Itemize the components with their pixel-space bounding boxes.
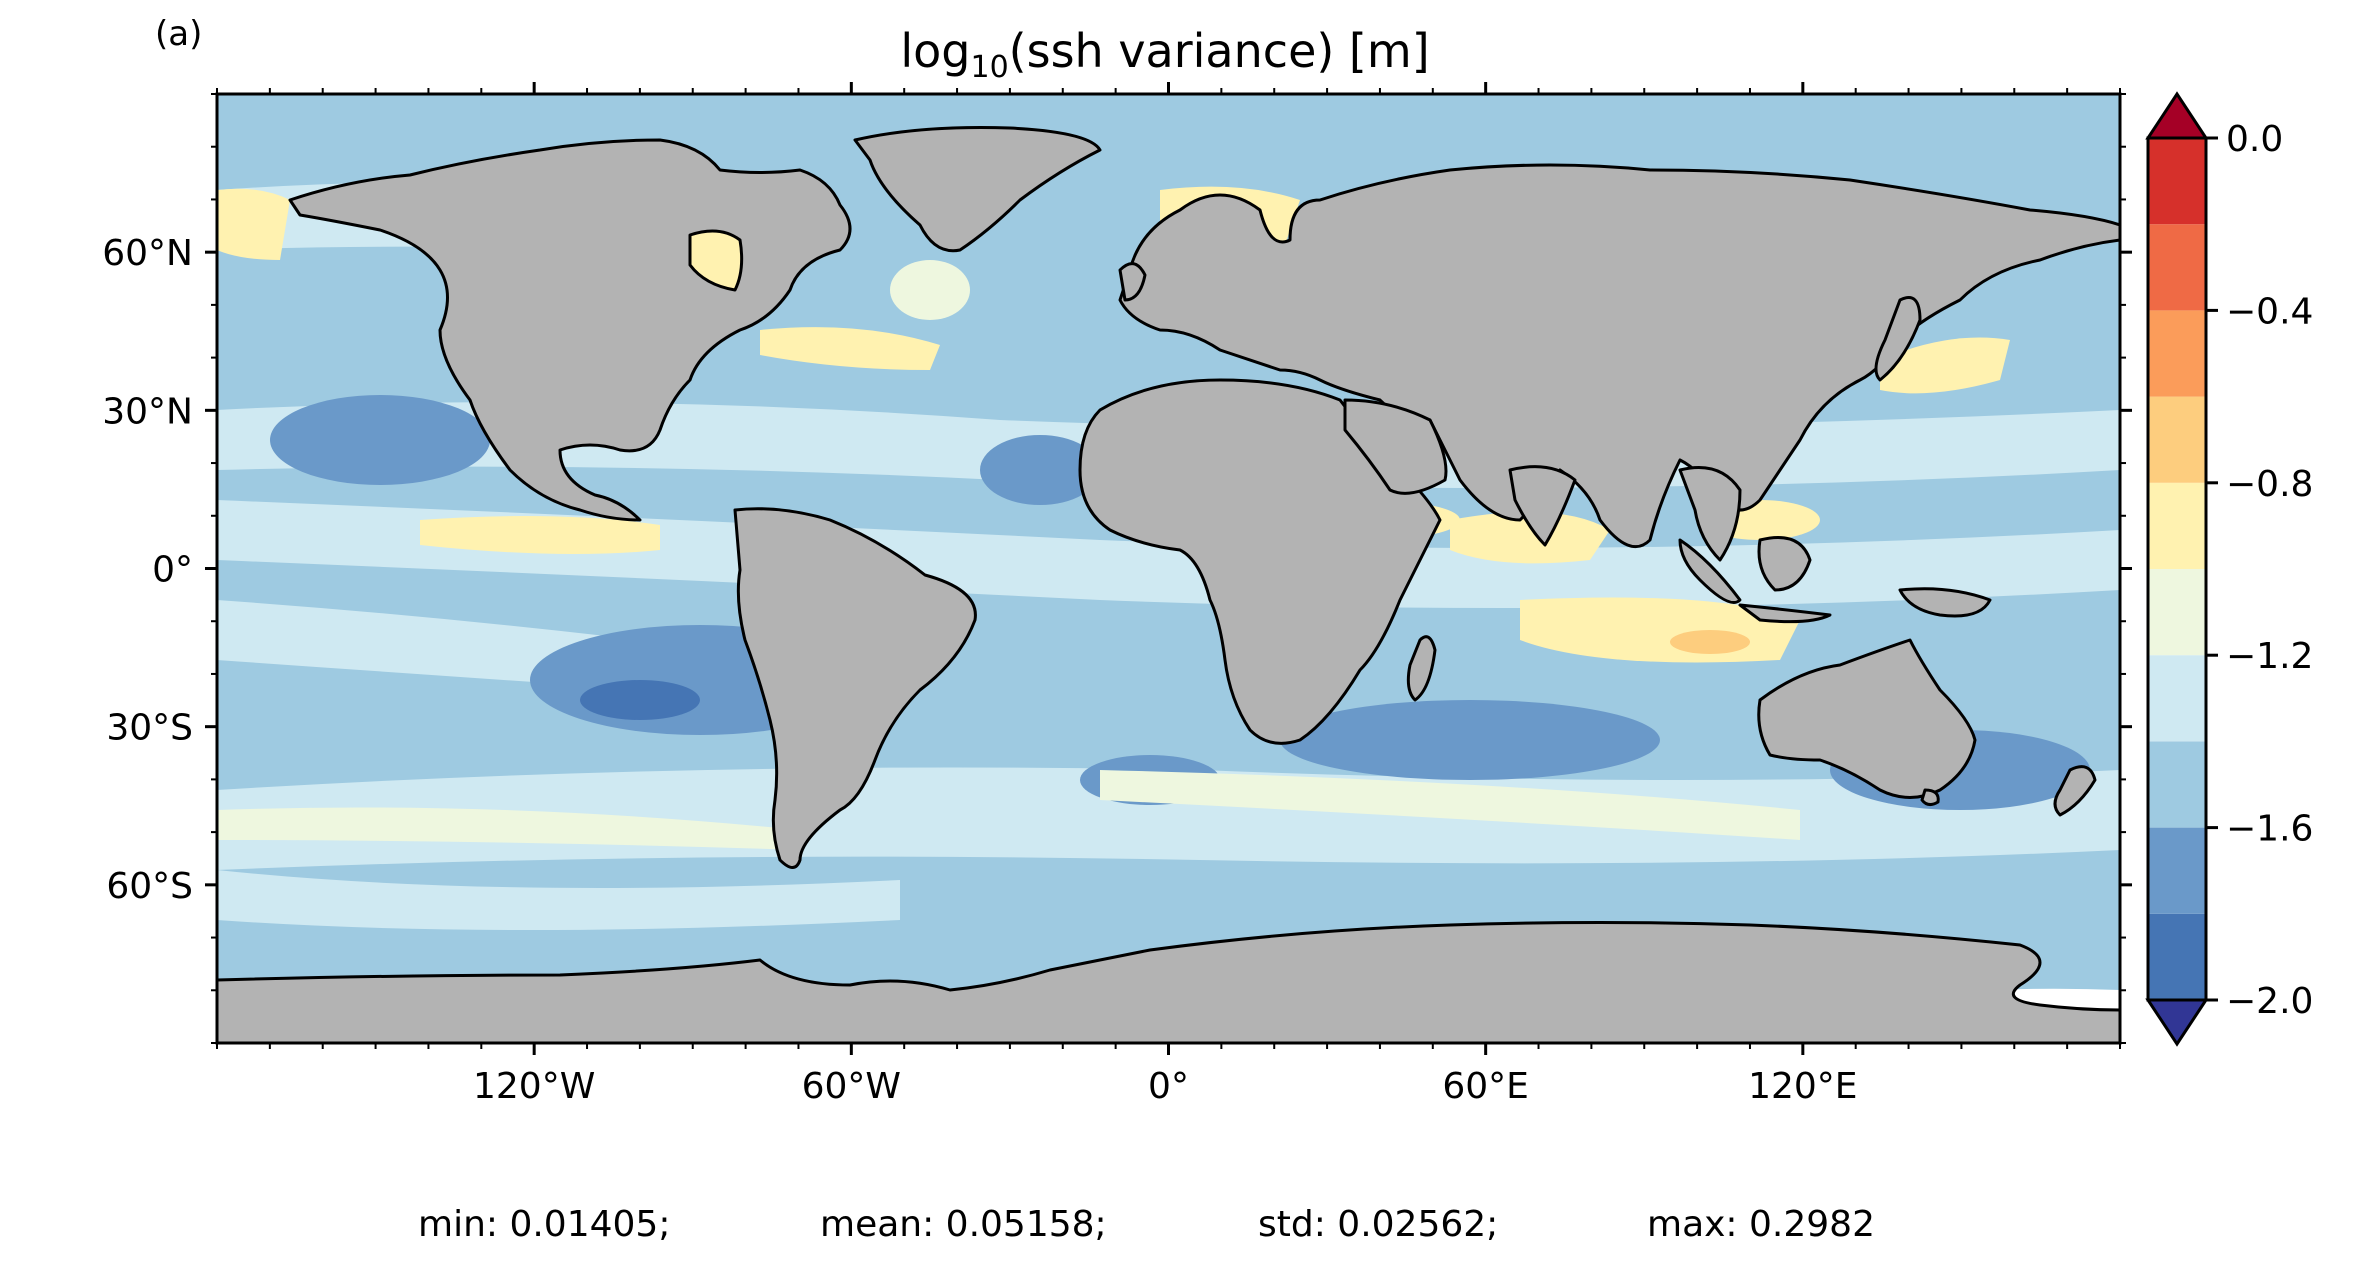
colorbar-tick-label: 0.0 xyxy=(2226,119,2283,160)
colorbar-tick-label: −2.0 xyxy=(2226,981,2313,1022)
greenland xyxy=(853,126,1102,253)
title-suffix: (ssh variance) [m] xyxy=(1008,24,1430,78)
stat-std: std: 0.02562; xyxy=(1258,1204,1499,1245)
x-tick-label: 60°E xyxy=(1442,1066,1529,1107)
colorbar-segment xyxy=(2148,224,2206,311)
title-subscript: 10 xyxy=(970,50,1009,85)
madagascar xyxy=(1406,635,1437,702)
sumatra xyxy=(1678,538,1742,604)
x-tick-label: 120°W xyxy=(473,1066,595,1107)
y-tick-label: 30°S xyxy=(106,708,193,749)
colorbar-segment xyxy=(2148,913,2206,1000)
x-tick-label: 0° xyxy=(1148,1066,1189,1107)
summary-statistics: min: 0.01405; mean: 0.05158; std: 0.0256… xyxy=(0,1204,2362,1254)
colorbar-segment xyxy=(2148,310,2206,397)
title-prefix: log xyxy=(900,24,971,78)
colorbar-segment xyxy=(2148,138,2206,225)
arabia xyxy=(1343,398,1448,495)
colorbar-segment xyxy=(2148,827,2206,914)
india xyxy=(1508,465,1577,547)
y-tick-label: 0° xyxy=(152,550,193,591)
colorbar-frame xyxy=(2146,136,2208,1002)
colorbar-tick-label: −0.8 xyxy=(2226,464,2313,505)
antarctica xyxy=(217,921,2120,1043)
y-tick-label: 60°N xyxy=(102,233,193,274)
map-title: log10(ssh variance) [m] xyxy=(900,24,1429,85)
y-tick-label: 60°S xyxy=(106,866,193,907)
colorbar-tick-label: −1.6 xyxy=(2226,809,2313,850)
indochina xyxy=(1678,466,1742,562)
colorbar-segment xyxy=(2148,396,2206,483)
colorbar-segment xyxy=(2148,482,2206,569)
new-guinea xyxy=(1898,587,1992,618)
colorbar-tick-label: −1.2 xyxy=(2226,636,2313,677)
stat-mean: mean: 0.05158; xyxy=(820,1204,1107,1245)
land-masses xyxy=(217,126,2120,1043)
y-axis-ticks: 60°N 30°N 0° 30°S 60°S xyxy=(102,233,2132,907)
colorbar-segment xyxy=(2148,569,2206,656)
tasmania xyxy=(1920,788,1940,807)
stat-min: min: 0.01405; xyxy=(418,1204,671,1245)
x-tick-label: 60°W xyxy=(802,1066,901,1107)
borneo xyxy=(1757,536,1812,592)
java xyxy=(1738,603,1832,624)
colorbar-segment xyxy=(2148,741,2206,828)
colorbar-segment xyxy=(2148,655,2206,742)
africa xyxy=(1078,378,1442,745)
minor-ticks xyxy=(211,88,2126,1049)
colorbar-extend-min xyxy=(2145,998,2209,1047)
y-tick-label: 30°N xyxy=(102,391,193,432)
x-axis-ticks: 120°W 60°W 0° 60°E 120°E xyxy=(473,82,1858,1107)
japan xyxy=(1874,296,1922,382)
colorbar-tick-label: −0.4 xyxy=(2226,291,2313,332)
british-isles xyxy=(1118,262,1147,302)
x-tick-label: 120°E xyxy=(1748,1066,1857,1107)
colorbar: 0.0 −0.4 −0.8 −1.2 −1.6 −2.0 xyxy=(2145,91,2313,1047)
colorbar-extend-max xyxy=(2145,91,2209,140)
australia xyxy=(1757,638,1977,799)
panel-label: (a) xyxy=(155,14,203,54)
new-zealand xyxy=(2053,765,2097,817)
south-america xyxy=(733,507,977,869)
stat-max: max: 0.2982 xyxy=(1647,1204,1875,1245)
